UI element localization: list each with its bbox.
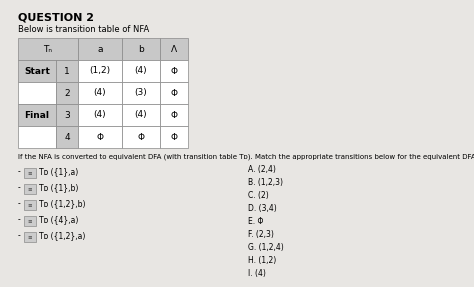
Text: a: a (97, 44, 103, 53)
Text: Below is transition table of NFA: Below is transition table of NFA (18, 25, 149, 34)
Text: (1,2): (1,2) (90, 67, 110, 75)
Bar (160, 104, 188, 126)
Text: Λ: Λ (171, 44, 177, 53)
Bar (122, 82, 160, 104)
Text: Φ: Φ (171, 133, 177, 141)
Bar (24, 184, 36, 194)
Text: Φ: Φ (97, 133, 103, 141)
Bar (18, 38, 78, 60)
Text: I. (4): I. (4) (248, 269, 266, 278)
Text: C. (2): C. (2) (248, 191, 269, 200)
Bar (56, 82, 78, 104)
Text: Tᴅ ({1,2},a): Tᴅ ({1,2},a) (39, 231, 85, 240)
Bar (122, 60, 160, 82)
Bar (78, 38, 122, 60)
Text: If the NFA is converted to equivalent DFA (with transition table Tᴅ). Match the : If the NFA is converted to equivalent DF… (18, 153, 474, 160)
Bar (122, 38, 160, 60)
Text: ≡: ≡ (27, 170, 32, 175)
Text: Start: Start (24, 67, 50, 75)
Bar (24, 168, 36, 178)
Bar (24, 216, 36, 226)
Text: 4: 4 (64, 133, 70, 141)
Bar (56, 126, 78, 148)
Text: Tᴅ ({4},a): Tᴅ ({4},a) (39, 215, 78, 224)
Bar (18, 104, 56, 126)
Bar (160, 126, 188, 148)
Text: Φ: Φ (137, 133, 145, 141)
Text: ≡: ≡ (27, 218, 32, 224)
Text: D. (3,4): D. (3,4) (248, 204, 277, 213)
Text: Φ: Φ (171, 110, 177, 119)
Text: b: b (138, 44, 144, 53)
Bar (78, 126, 122, 148)
Bar (78, 82, 122, 104)
Bar (56, 104, 78, 126)
Bar (24, 200, 36, 210)
Bar (18, 60, 56, 82)
Bar (78, 104, 122, 126)
Text: -: - (18, 183, 21, 192)
Text: -: - (18, 199, 21, 208)
Text: QUESTION 2: QUESTION 2 (18, 12, 94, 22)
Bar (160, 82, 188, 104)
Text: 1: 1 (64, 67, 70, 75)
Text: Tᴅ ({1},a): Tᴅ ({1},a) (39, 167, 78, 176)
Text: (4): (4) (94, 110, 106, 119)
Text: ≡: ≡ (27, 203, 32, 208)
Text: 2: 2 (64, 88, 70, 98)
Text: Φ: Φ (171, 67, 177, 75)
Text: 3: 3 (64, 110, 70, 119)
Text: (4): (4) (135, 110, 147, 119)
Text: Tₙ: Tₙ (44, 44, 53, 53)
Bar (78, 60, 122, 82)
Text: -: - (18, 215, 21, 224)
Bar (160, 60, 188, 82)
Text: G. (1,2,4): G. (1,2,4) (248, 243, 284, 252)
Bar (18, 82, 56, 104)
Text: Tᴅ ({1,2},b): Tᴅ ({1,2},b) (39, 199, 85, 208)
Bar (122, 126, 160, 148)
Text: -: - (18, 167, 21, 176)
Text: (4): (4) (94, 88, 106, 98)
Bar (24, 232, 36, 242)
Text: H. (1,2): H. (1,2) (248, 256, 276, 265)
Bar (122, 104, 160, 126)
Text: (4): (4) (135, 67, 147, 75)
Text: B. (1,2,3): B. (1,2,3) (248, 178, 283, 187)
Text: ≡: ≡ (27, 234, 32, 239)
Text: Φ: Φ (171, 88, 177, 98)
Text: -: - (18, 231, 21, 240)
Text: A. (2,4): A. (2,4) (248, 165, 276, 174)
Text: F. (2,3): F. (2,3) (248, 230, 274, 239)
Text: ≡: ≡ (27, 187, 32, 191)
Bar (56, 60, 78, 82)
Bar (160, 38, 188, 60)
Text: E. Φ: E. Φ (248, 217, 264, 226)
Text: Final: Final (25, 110, 49, 119)
Text: Tᴅ ({1},b): Tᴅ ({1},b) (39, 183, 78, 192)
Bar (18, 126, 56, 148)
Text: (3): (3) (135, 88, 147, 98)
